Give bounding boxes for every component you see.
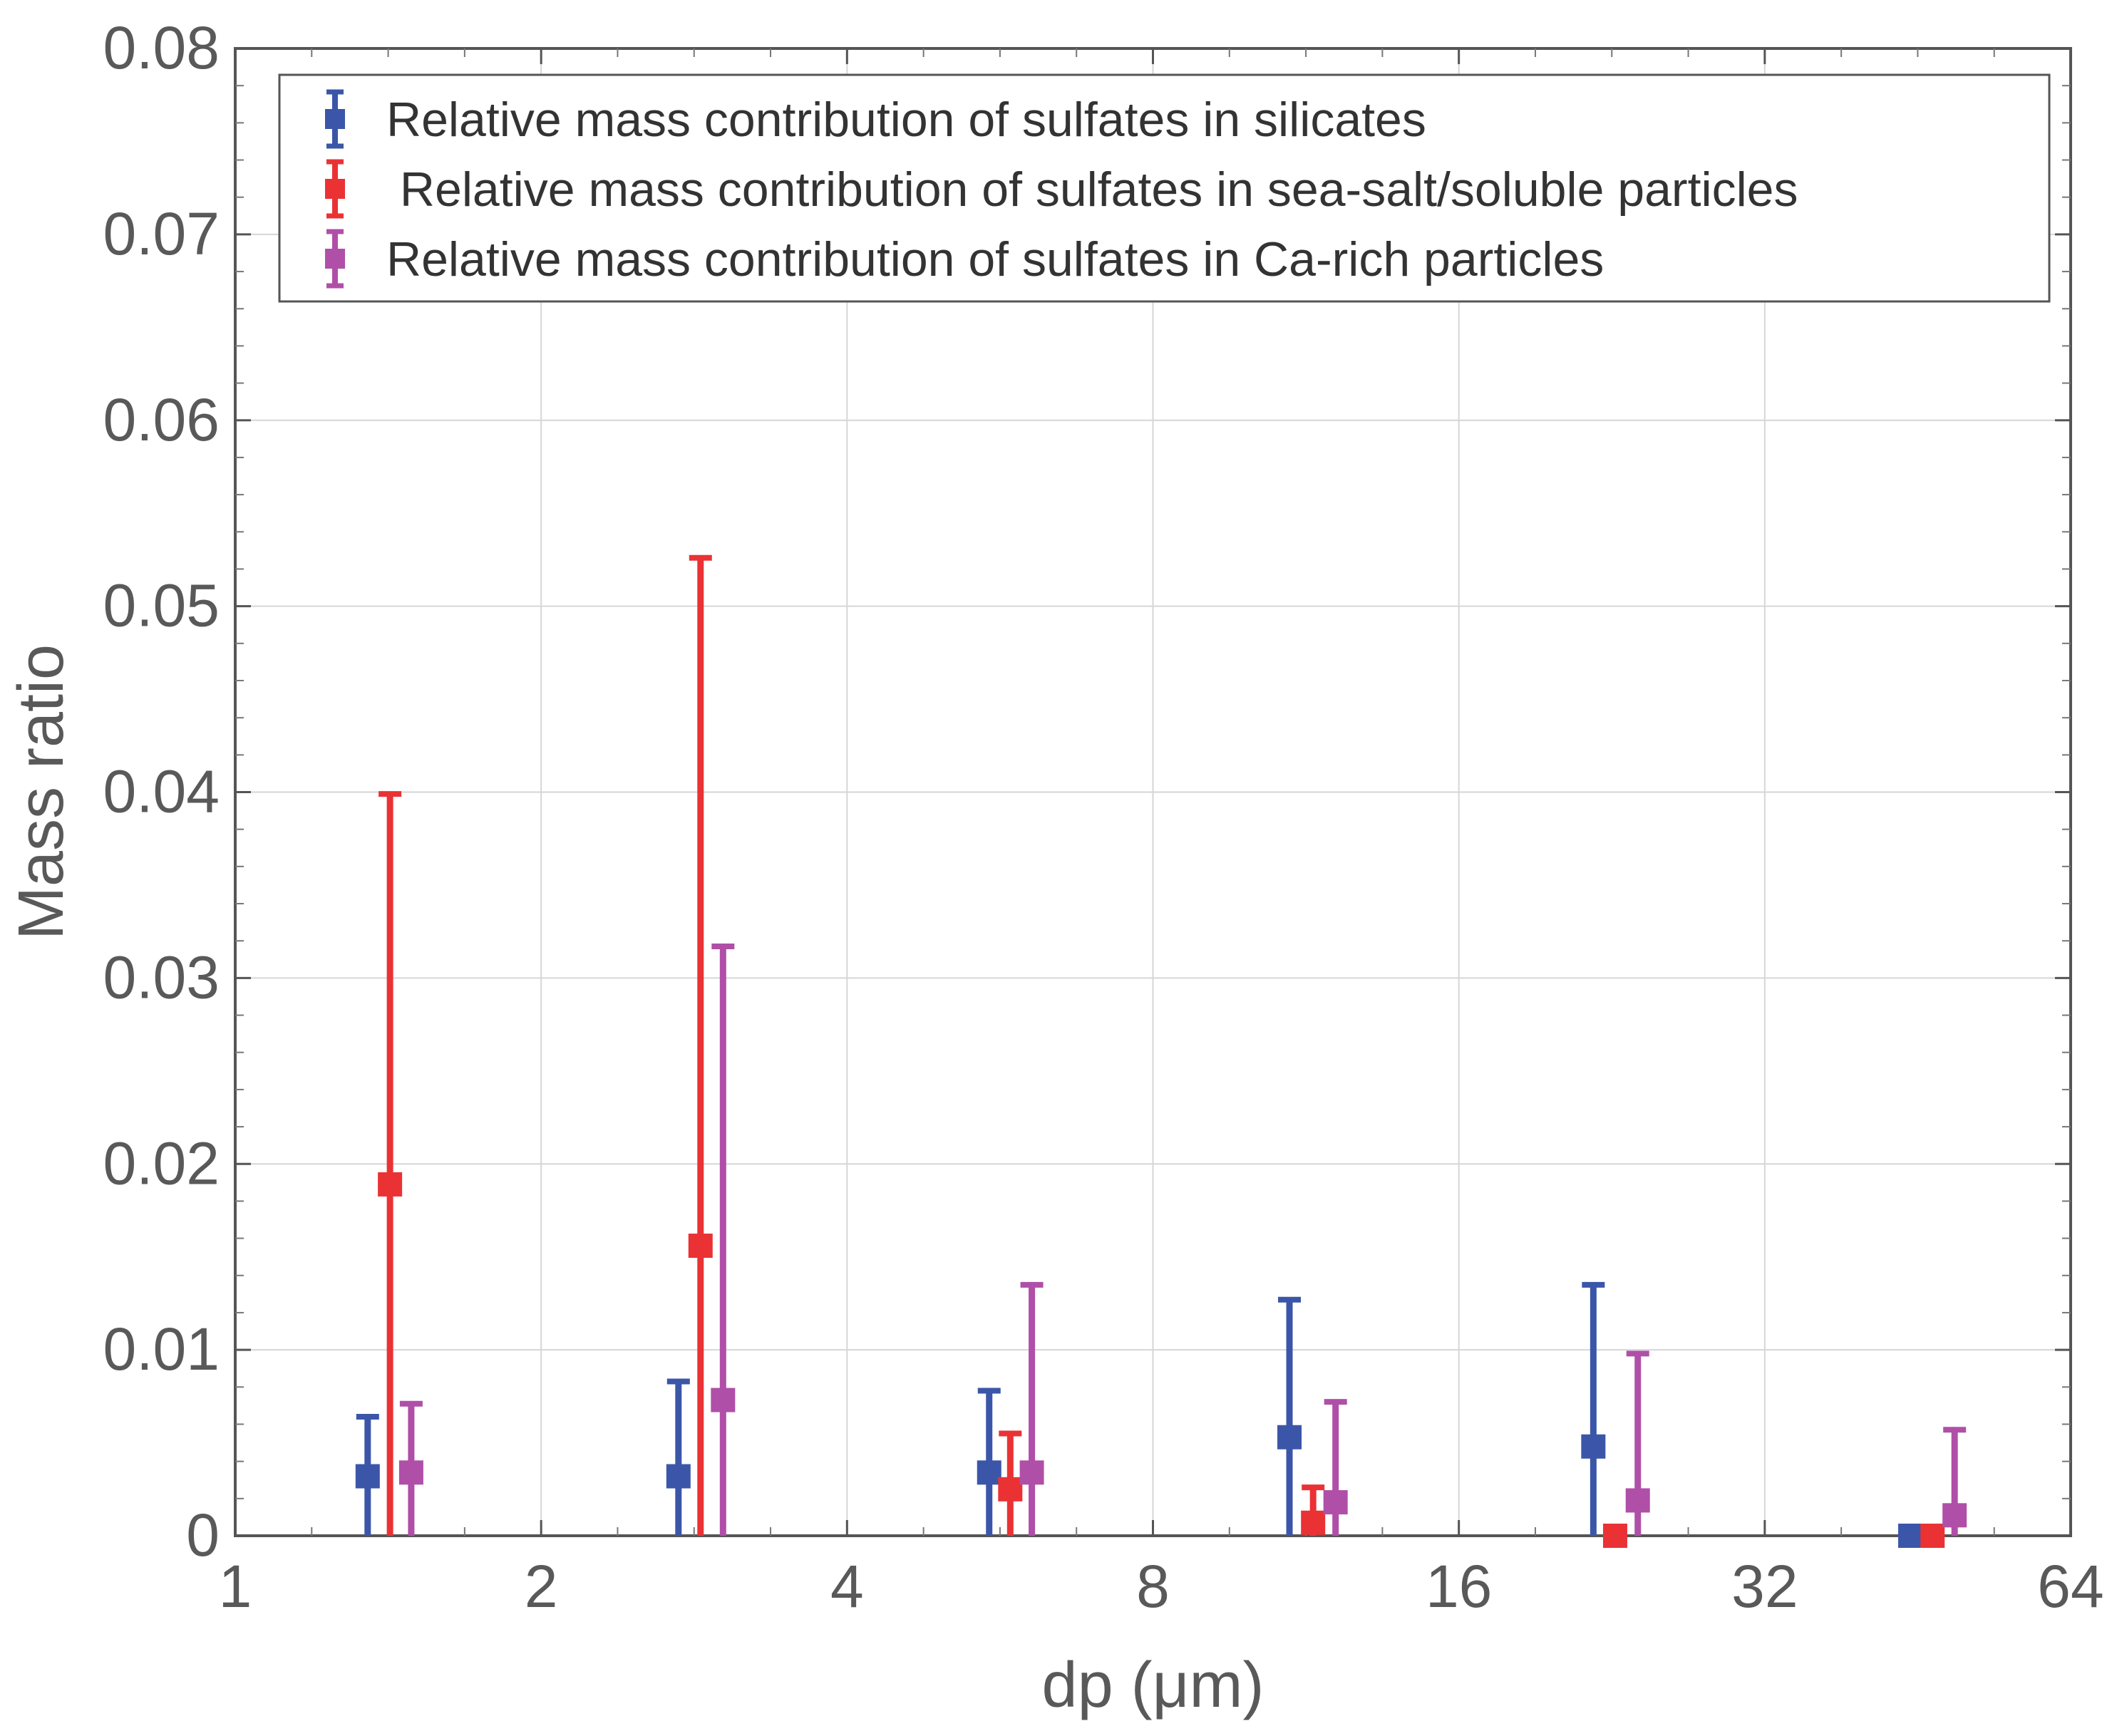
x-tick-label: 8 bbox=[1136, 1553, 1170, 1620]
data-point bbox=[1581, 1434, 1606, 1459]
data-point bbox=[688, 1234, 713, 1259]
y-tick-label: 0 bbox=[186, 1502, 220, 1569]
y-tick-label: 0.04 bbox=[103, 758, 220, 825]
data-point bbox=[1301, 1510, 1326, 1535]
data-point bbox=[998, 1477, 1023, 1502]
data-marks bbox=[355, 554, 1967, 1548]
data-point bbox=[711, 1388, 736, 1412]
legend-label: Relative mass contribution of sulfates i… bbox=[386, 232, 1604, 286]
legend-label: Relative mass contribution of sulfates i… bbox=[386, 93, 1426, 147]
data-point bbox=[977, 1460, 1001, 1485]
x-tick-label: 4 bbox=[830, 1553, 864, 1620]
legend-label: Relative mass contribution of sulfates i… bbox=[386, 162, 1798, 217]
data-point bbox=[1277, 1425, 1302, 1450]
data-point bbox=[1942, 1503, 1967, 1528]
series-3 bbox=[398, 944, 1967, 1536]
y-tick-label: 0.05 bbox=[103, 572, 220, 639]
series-1 bbox=[355, 1281, 1923, 1548]
legend-marker-icon bbox=[325, 249, 345, 269]
y-tick-label: 0.01 bbox=[103, 1316, 220, 1383]
data-point bbox=[1920, 1524, 1945, 1548]
x-tick-label: 2 bbox=[525, 1553, 558, 1620]
data-point bbox=[1625, 1488, 1650, 1513]
legend: Relative mass contribution of sulfates i… bbox=[278, 73, 2051, 303]
y-tick-label: 0.03 bbox=[103, 944, 220, 1011]
data-point bbox=[1898, 1524, 1923, 1548]
data-point bbox=[378, 1172, 403, 1197]
y-axis-title: Mass ratio bbox=[6, 644, 77, 940]
series-2 bbox=[378, 554, 1945, 1548]
data-point bbox=[666, 1464, 691, 1489]
data-point bbox=[398, 1460, 423, 1485]
x-axis-title: dp (μm) bbox=[1042, 1650, 1264, 1721]
data-point bbox=[1323, 1490, 1348, 1515]
data-point bbox=[355, 1464, 380, 1489]
x-tick-label: 32 bbox=[1731, 1553, 1798, 1620]
y-tick-label: 0.02 bbox=[103, 1130, 220, 1197]
y-tick-label: 0.06 bbox=[103, 386, 220, 453]
legend-box bbox=[278, 73, 2051, 303]
x-tick-label: 64 bbox=[2037, 1553, 2103, 1620]
data-point bbox=[1602, 1524, 1627, 1548]
x-tick-label: 1 bbox=[219, 1553, 252, 1620]
legend-marker-icon bbox=[325, 179, 345, 199]
data-point bbox=[1019, 1460, 1044, 1485]
y-tick-label: 0.07 bbox=[103, 200, 220, 267]
legend-marker-icon bbox=[325, 109, 345, 129]
y-tick-label: 0.08 bbox=[103, 14, 220, 81]
x-tick-label: 16 bbox=[1426, 1553, 1492, 1620]
